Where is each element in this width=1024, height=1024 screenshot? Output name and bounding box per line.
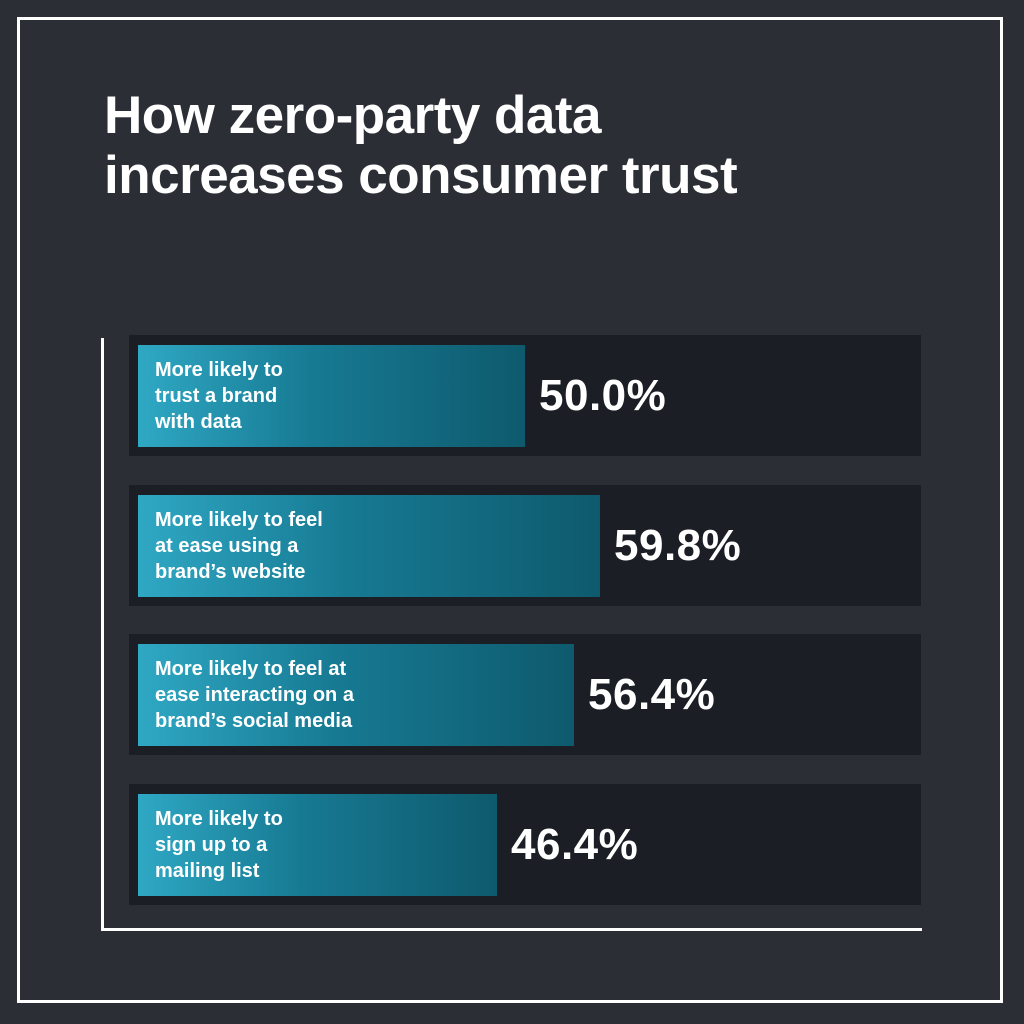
bar-category-label: More likely to trust a brand with data <box>155 359 283 433</box>
bar <box>138 345 525 447</box>
outer-frame <box>17 17 1003 1003</box>
bar <box>138 495 600 597</box>
bar-category-label: More likely to feel at ease using a bran… <box>155 509 323 583</box>
bar-category-label: More likely to feel at ease interacting … <box>155 658 354 732</box>
bar <box>138 794 497 896</box>
bar-value-label: 50.0% <box>539 371 667 420</box>
bar-category-label: More likely to sign up to a mailing list <box>155 808 283 882</box>
chart-title: How zero-party data increases consumer t… <box>104 86 738 205</box>
bar-value-label: 59.8% <box>614 521 742 570</box>
bar-value-label: 46.4% <box>511 820 639 869</box>
x-axis-line <box>101 928 922 931</box>
y-axis-line <box>101 338 104 931</box>
bar-value-label: 56.4% <box>588 670 716 719</box>
bar <box>138 644 574 746</box>
